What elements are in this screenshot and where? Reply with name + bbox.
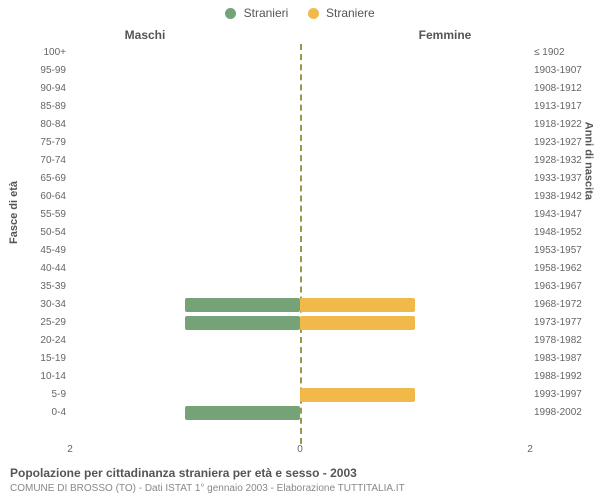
age-label: 5-9 (26, 386, 66, 404)
pyramid-row: 30-341968-1972 (70, 296, 530, 314)
birth-year-label: 1933-1937 (534, 170, 588, 188)
pyramid-row: 40-441958-1962 (70, 260, 530, 278)
pyramid-row: 25-291973-1977 (70, 314, 530, 332)
pyramid-row: 50-541948-1952 (70, 224, 530, 242)
female-bar (300, 388, 415, 402)
pyramid-row: 45-491953-1957 (70, 242, 530, 260)
legend-item-male: Stranieri (225, 6, 288, 20)
plot-area: 100+≤ 190295-991903-190790-941908-191285… (70, 44, 530, 444)
male-bar (185, 316, 300, 330)
column-title-male: Maschi (0, 28, 290, 42)
legend-label-female: Straniere (326, 6, 375, 20)
pyramid-row: 20-241978-1982 (70, 332, 530, 350)
age-label: 80-84 (26, 116, 66, 134)
birth-year-label: 1993-1997 (534, 386, 588, 404)
pyramid-row: 80-841918-1922 (70, 116, 530, 134)
y-axis-title-left: Fasce di età (8, 181, 20, 244)
age-label: 10-14 (26, 368, 66, 386)
pyramid-row: 70-741928-1932 (70, 152, 530, 170)
female-bar (300, 298, 415, 312)
age-label: 40-44 (26, 260, 66, 278)
male-bar (185, 298, 300, 312)
birth-year-label: 1963-1967 (534, 278, 588, 296)
legend-swatch-male (225, 8, 236, 19)
pyramid-row: 15-191983-1987 (70, 350, 530, 368)
age-label: 45-49 (26, 242, 66, 260)
pyramid-row: 60-641938-1942 (70, 188, 530, 206)
birth-year-label: 1903-1907 (534, 62, 588, 80)
age-label: 70-74 (26, 152, 66, 170)
birth-year-label: 1943-1947 (534, 206, 588, 224)
age-label: 75-79 (26, 134, 66, 152)
birth-year-label: 1938-1942 (534, 188, 588, 206)
pyramid-row: 55-591943-1947 (70, 206, 530, 224)
x-axis: 2 0 2 (70, 444, 530, 464)
chart-caption: Popolazione per cittadinanza straniera p… (10, 466, 357, 480)
age-label: 15-19 (26, 350, 66, 368)
birth-year-label: ≤ 1902 (534, 44, 588, 62)
pyramid-row: 65-691933-1937 (70, 170, 530, 188)
age-label: 100+ (26, 44, 66, 62)
legend-swatch-female (308, 8, 319, 19)
age-label: 60-64 (26, 188, 66, 206)
birth-year-label: 1998-2002 (534, 404, 588, 422)
pyramid-row: 75-791923-1927 (70, 134, 530, 152)
age-label: 30-34 (26, 296, 66, 314)
pyramid-row: 95-991903-1907 (70, 62, 530, 80)
birth-year-label: 1948-1952 (534, 224, 588, 242)
age-label: 25-29 (26, 314, 66, 332)
legend: Stranieri Straniere (0, 6, 600, 20)
birth-year-label: 1978-1982 (534, 332, 588, 350)
age-label: 55-59 (26, 206, 66, 224)
male-bar (185, 406, 300, 420)
age-label: 20-24 (26, 332, 66, 350)
age-label: 0-4 (26, 404, 66, 422)
pyramid-row: 85-891913-1917 (70, 98, 530, 116)
pyramid-row: 90-941908-1912 (70, 80, 530, 98)
x-tick-label: 2 (67, 444, 73, 455)
pyramid-row: 5-91993-1997 (70, 386, 530, 404)
birth-year-label: 1923-1927 (534, 134, 588, 152)
age-label: 90-94 (26, 80, 66, 98)
birth-year-label: 1908-1912 (534, 80, 588, 98)
column-title-female: Femmine (300, 28, 590, 42)
age-label: 95-99 (26, 62, 66, 80)
age-label: 35-39 (26, 278, 66, 296)
birth-year-label: 1968-1972 (534, 296, 588, 314)
chart-subcaption: COMUNE DI BROSSO (TO) - Dati ISTAT 1° ge… (10, 483, 405, 494)
age-label: 50-54 (26, 224, 66, 242)
pyramid-row: 10-141988-1992 (70, 368, 530, 386)
age-label: 65-69 (26, 170, 66, 188)
birth-year-label: 1958-1962 (534, 260, 588, 278)
birth-year-label: 1913-1917 (534, 98, 588, 116)
legend-label-male: Stranieri (244, 6, 289, 20)
birth-year-label: 1983-1987 (534, 350, 588, 368)
pyramid-row: 0-41998-2002 (70, 404, 530, 422)
female-bar (300, 316, 415, 330)
birth-year-label: 1988-1992 (534, 368, 588, 386)
birth-year-label: 1953-1957 (534, 242, 588, 260)
pyramid-row: 100+≤ 1902 (70, 44, 530, 62)
population-pyramid-chart: Stranieri Straniere Maschi Femmine Fasce… (0, 0, 600, 500)
legend-item-female: Straniere (308, 6, 375, 20)
birth-year-label: 1973-1977 (534, 314, 588, 332)
age-label: 85-89 (26, 98, 66, 116)
x-tick-label: 2 (527, 444, 533, 455)
x-tick-label: 0 (297, 444, 303, 455)
birth-year-label: 1928-1932 (534, 152, 588, 170)
birth-year-label: 1918-1922 (534, 116, 588, 134)
pyramid-row: 35-391963-1967 (70, 278, 530, 296)
